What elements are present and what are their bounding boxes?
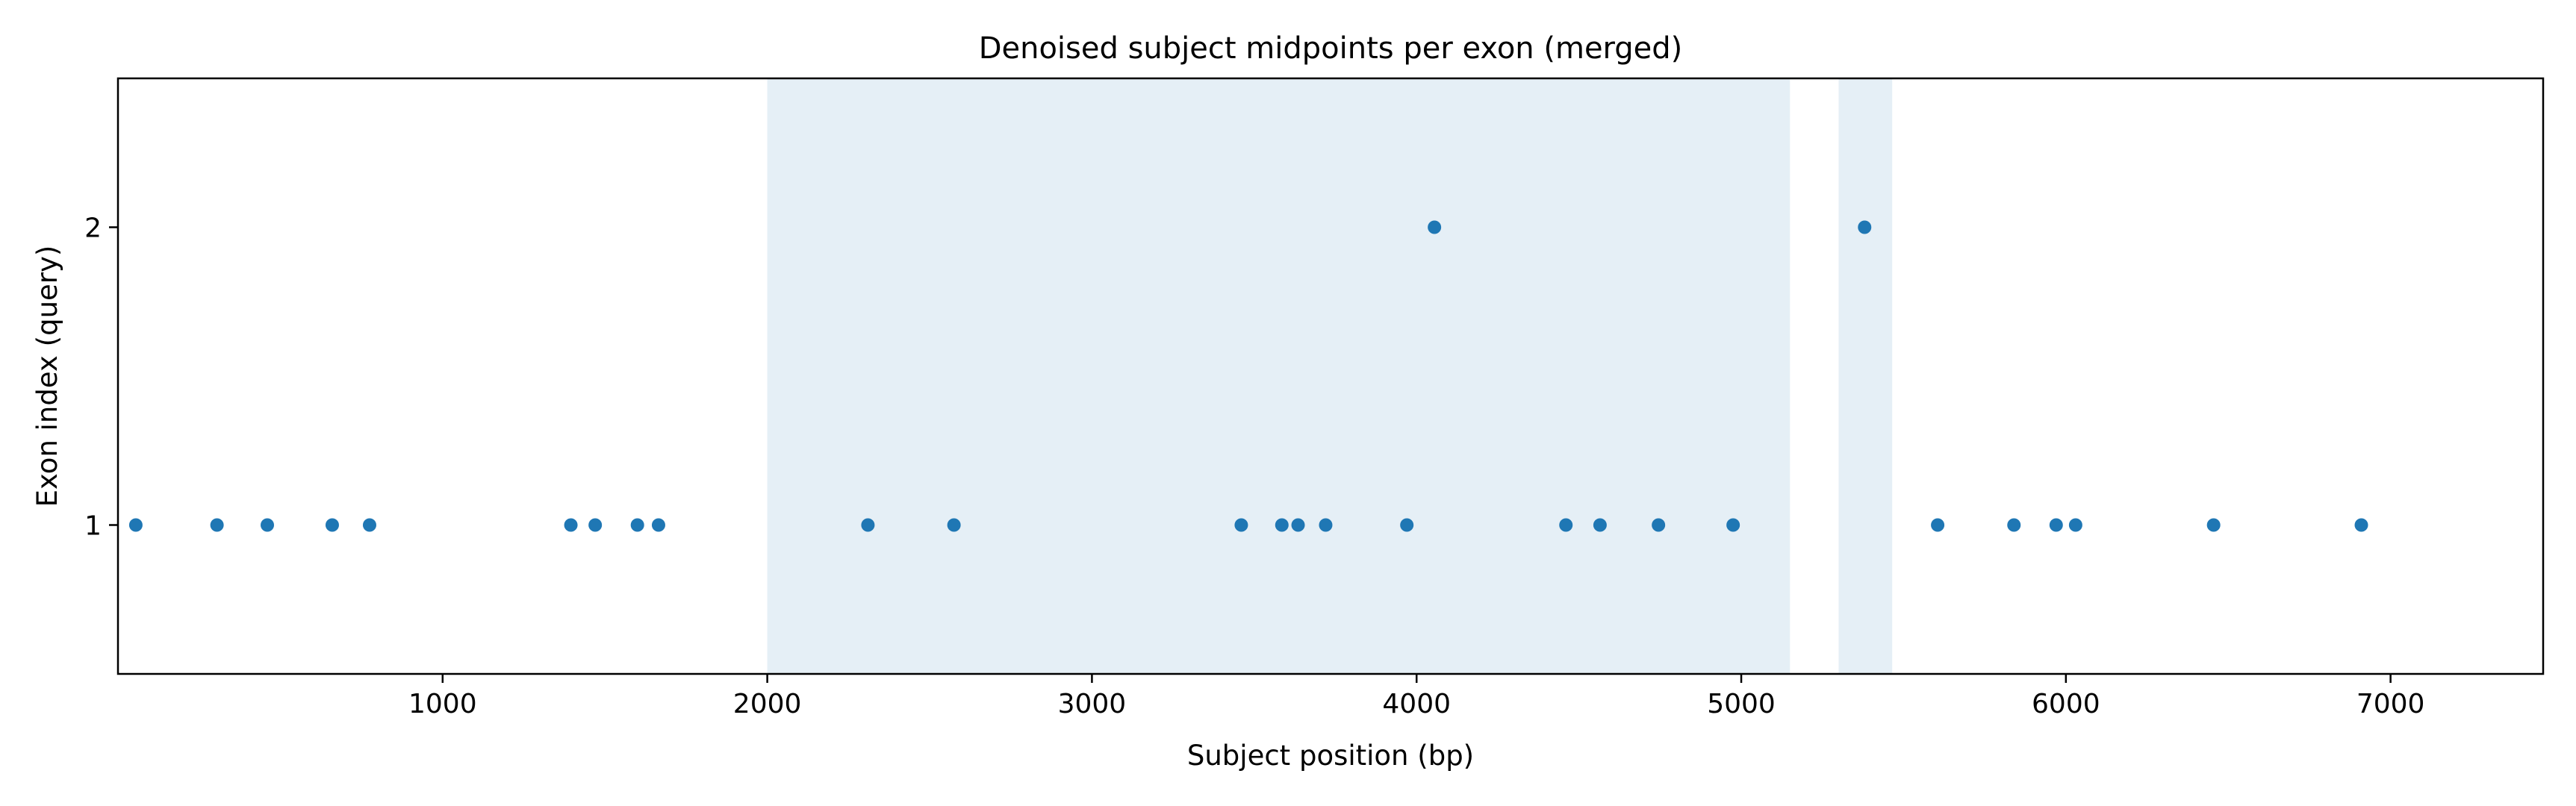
y-tick-label: 1 bbox=[84, 511, 102, 542]
data-point-1 bbox=[128, 518, 143, 532]
data-point-6 bbox=[564, 518, 578, 532]
data-point-21 bbox=[1726, 518, 1740, 532]
data-point-2 bbox=[210, 518, 224, 532]
y-tick-label: 2 bbox=[84, 213, 102, 244]
data-point-19 bbox=[1593, 518, 1607, 532]
data-point-25 bbox=[2049, 518, 2063, 532]
data-points bbox=[128, 220, 2368, 532]
data-point-8 bbox=[630, 518, 644, 532]
x-axis-ticks: 1000 2000 3000 4000 5000 6000 7000 bbox=[408, 674, 2424, 719]
y-axis-label: Exon index (query) bbox=[31, 246, 63, 507]
data-point-10 bbox=[861, 518, 875, 532]
y-axis-ticks: 12 bbox=[84, 213, 118, 542]
data-point-3 bbox=[261, 518, 275, 532]
data-point-23 bbox=[1931, 518, 1945, 532]
x-tick-label: 2000 bbox=[733, 689, 802, 719]
x-tick-label: 4000 bbox=[1382, 689, 1451, 719]
x-axis-label: Subject position (bp) bbox=[1187, 740, 1474, 772]
x-tick-label: 3000 bbox=[1058, 689, 1127, 719]
data-point-24 bbox=[2007, 518, 2021, 532]
data-point-16 bbox=[1400, 518, 1414, 532]
data-point-5 bbox=[362, 518, 376, 532]
data-point-11 bbox=[947, 518, 961, 532]
data-point-9 bbox=[651, 518, 665, 532]
data-point-7 bbox=[588, 518, 603, 532]
data-point-15 bbox=[1319, 518, 1333, 532]
shaded-region-1 bbox=[767, 78, 1791, 674]
data-point-4 bbox=[325, 518, 339, 532]
data-point-13 bbox=[1275, 518, 1289, 532]
data-point-14 bbox=[1291, 518, 1305, 532]
x-tick-label: 7000 bbox=[2356, 689, 2425, 719]
shaded-region-2 bbox=[1838, 78, 1893, 674]
data-point-12 bbox=[1234, 518, 1248, 532]
shaded-regions bbox=[767, 78, 1893, 674]
x-tick-label: 5000 bbox=[1707, 689, 1776, 719]
data-point-26 bbox=[2068, 518, 2082, 532]
data-point-18 bbox=[1559, 518, 1573, 532]
x-tick-label: 6000 bbox=[2032, 689, 2100, 719]
plot-area-frame bbox=[116, 77, 2545, 675]
data-point-20 bbox=[1652, 518, 1666, 532]
data-point-22 bbox=[1858, 220, 1872, 234]
chart-title: Denoised subject midpoints per exon (mer… bbox=[979, 31, 1683, 66]
x-tick-label: 1000 bbox=[408, 689, 477, 719]
data-point-17 bbox=[1428, 220, 1442, 234]
data-point-28 bbox=[2354, 518, 2368, 532]
data-point-27 bbox=[2206, 518, 2221, 532]
